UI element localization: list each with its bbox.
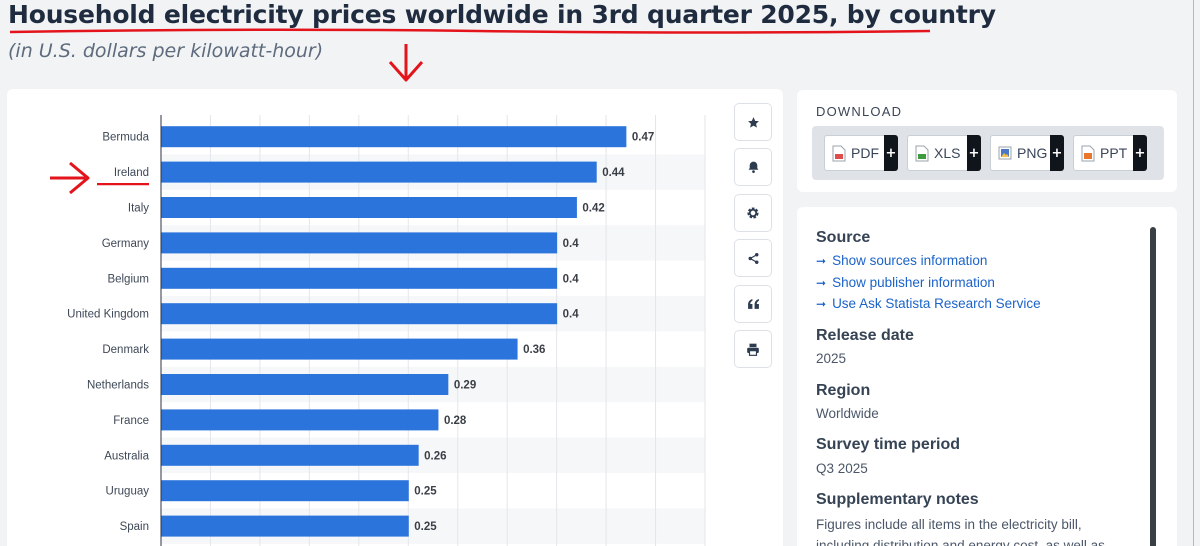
- bar-germany[interactable]: [161, 232, 558, 254]
- category-label: Uruguay: [106, 486, 150, 498]
- bar-ireland[interactable]: [161, 161, 597, 183]
- bar-italy[interactable]: [161, 197, 577, 218]
- category-label: France: [113, 415, 149, 427]
- bell-icon: [748, 161, 758, 173]
- statistic-info-panel: Source ➞ Show sources information ➞ Show p…: [797, 207, 1177, 546]
- chart-card: Bermuda 0.47 Ireland 0.44 Italy 0.42 Germany 0.…: [7, 89, 783, 546]
- red-down-arrow-annotation: [388, 44, 424, 82]
- ppt-file-icon: [1081, 145, 1095, 161]
- value-label: 0.26: [424, 450, 446, 462]
- download-ppt-label: PPT: [1100, 145, 1128, 161]
- bar-spain[interactable]: [161, 515, 409, 537]
- bar-netherlands[interactable]: [161, 374, 449, 395]
- bar-chart: Bermuda 0.47 Ireland 0.44 Italy 0.42 Germany 0.…: [67, 115, 706, 546]
- star-icon: [747, 116, 759, 128]
- notification-button[interactable]: [734, 148, 772, 186]
- source-heading: Source: [816, 229, 871, 246]
- supplementary-notes-text: Figures include all items in the electri…: [816, 517, 1105, 546]
- release-date-heading: Release date: [816, 327, 914, 344]
- download-panel: DOWNLOAD PDF + XLS + PNG + PPT +: [797, 90, 1177, 192]
- category-label: Belgium: [107, 273, 149, 285]
- category-label: Spain: [120, 521, 149, 533]
- category-label: United Kingdom: [67, 309, 149, 321]
- red-underline-annotation: [9, 28, 931, 34]
- research-service-link[interactable]: ➞ Use Ask Statista Research Service: [816, 296, 1041, 311]
- value-label: 0.42: [582, 203, 604, 215]
- download-xls-options[interactable]: +: [967, 135, 981, 171]
- download-pdf-options[interactable]: +: [884, 135, 898, 171]
- show-sources-link[interactable]: ➞ Show sources information: [816, 253, 987, 268]
- value-label: 0.29: [454, 380, 476, 392]
- show-sources-label: Show sources information: [832, 253, 988, 268]
- settings-button[interactable]: [734, 194, 772, 232]
- value-label: 0.4: [563, 273, 580, 285]
- bar-australia[interactable]: [161, 444, 419, 466]
- arrow-right-icon: ➞: [816, 276, 827, 290]
- page-edge-divider: [1193, 0, 1194, 546]
- supplementary-notes-heading: Supplementary notes: [816, 491, 979, 508]
- category-label: Germany: [102, 238, 150, 250]
- info-scrollbar[interactable]: [1150, 227, 1156, 546]
- download-xls-label: XLS: [934, 145, 961, 161]
- release-date-value: 2025: [816, 351, 847, 366]
- value-label: 0.25: [414, 486, 437, 498]
- category-label: Denmark: [102, 344, 149, 356]
- bar-united-kingdom[interactable]: [161, 303, 558, 325]
- gear-icon: [747, 207, 759, 219]
- favorite-button[interactable]: [734, 103, 772, 141]
- bar-france[interactable]: [161, 409, 439, 431]
- survey-period-value: Q3 2025: [816, 461, 868, 476]
- value-label: 0.25: [414, 521, 437, 533]
- arrow-right-icon: ➞: [816, 297, 827, 311]
- survey-period-heading: Survey time period: [816, 436, 961, 453]
- cite-button[interactable]: [734, 285, 772, 323]
- download-png-label: PNG: [1017, 145, 1048, 161]
- category-label: Australia: [104, 450, 149, 462]
- download-png-options[interactable]: +: [1050, 135, 1064, 171]
- value-label: 0.28: [444, 415, 467, 427]
- xls-file-icon: [915, 145, 929, 161]
- download-pdf-label: PDF: [851, 145, 879, 161]
- pdf-file-icon: [832, 145, 846, 161]
- printer-icon: [747, 343, 759, 356]
- bar-bermuda[interactable]: [161, 126, 627, 148]
- bar-denmark[interactable]: [161, 338, 518, 360]
- bar-uruguay[interactable]: [161, 480, 409, 502]
- value-label: 0.4: [563, 309, 580, 321]
- bar-belgium[interactable]: [161, 267, 558, 289]
- page-subtitle: (in U.S. dollars per kilowatt-hour): [8, 40, 324, 62]
- category-label: Netherlands: [87, 380, 149, 392]
- print-button[interactable]: [734, 330, 772, 368]
- download-heading: DOWNLOAD: [816, 104, 903, 119]
- value-label: 0.44: [602, 167, 625, 179]
- research-service-label: Use Ask Statista Research Service: [832, 296, 1041, 311]
- share-button[interactable]: [734, 239, 772, 277]
- png-file-icon: [998, 146, 1012, 159]
- red-right-arrow-annotation: [50, 161, 90, 195]
- page-title: Household electricity prices worldwide i…: [8, 0, 996, 29]
- category-label: Ireland: [114, 167, 149, 179]
- value-label: 0.4: [563, 238, 580, 250]
- download-ppt-options[interactable]: +: [1133, 135, 1147, 171]
- show-publisher-link[interactable]: ➞ Show publisher information: [816, 275, 995, 290]
- value-label: 0.36: [523, 344, 545, 356]
- share-icon: [748, 252, 758, 264]
- arrow-right-icon: ➞: [816, 254, 827, 268]
- download-button-bar: PDF + XLS + PNG + PPT +: [812, 126, 1164, 180]
- value-label: 0.47: [632, 132, 654, 144]
- show-publisher-label: Show publisher information: [832, 275, 995, 290]
- category-label: Italy: [128, 203, 149, 215]
- region-value: Worldwide: [816, 406, 879, 421]
- category-label: Bermuda: [102, 132, 149, 144]
- region-heading: Region: [816, 382, 871, 399]
- quote-icon: [747, 299, 759, 309]
